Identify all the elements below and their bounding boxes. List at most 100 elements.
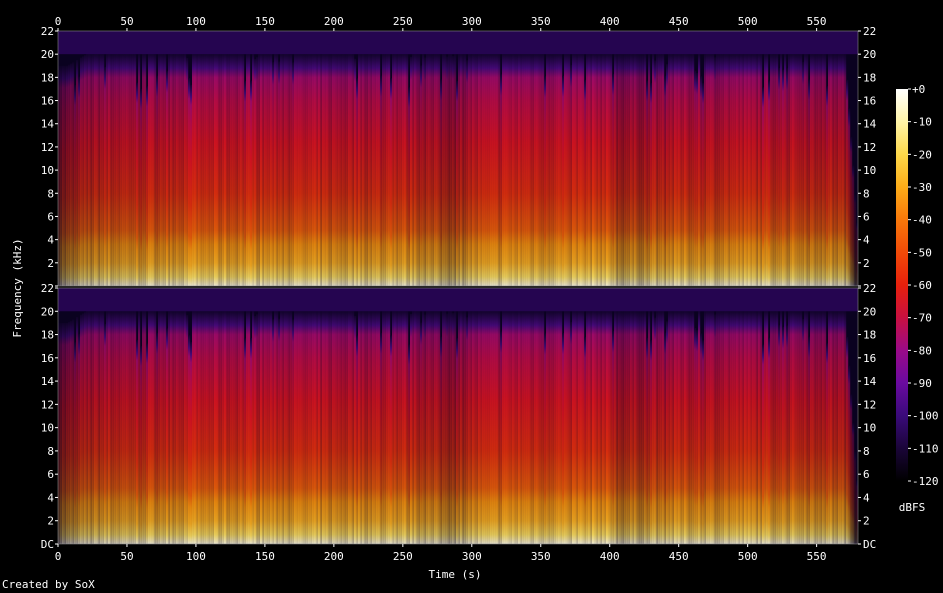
colorbar-label: dBFS [899, 501, 926, 514]
time-slice [316, 54, 319, 286]
time-slice [232, 54, 235, 286]
time-slice [120, 54, 123, 286]
time-slice [646, 80, 649, 286]
time-slice [722, 54, 725, 286]
time-slice [144, 54, 147, 286]
time-slice [702, 340, 705, 544]
time-slice [118, 54, 121, 286]
time-slice [818, 54, 821, 286]
y-tick-label: 22 [41, 282, 54, 295]
time-slice [438, 311, 441, 544]
time-slice [272, 62, 275, 286]
time-slice [382, 54, 385, 286]
time-slice [596, 54, 599, 286]
time-slice [618, 311, 621, 544]
time-slice [704, 54, 707, 286]
time-slice [228, 54, 231, 286]
time-slice [268, 54, 271, 286]
time-slice [134, 54, 137, 286]
time-slice [492, 311, 495, 544]
time-slice [286, 54, 289, 286]
time-slice [390, 335, 393, 544]
time-slice [520, 311, 523, 544]
time-slice [98, 311, 101, 544]
time-slice [252, 311, 255, 544]
time-slice [666, 64, 669, 287]
time-slice [724, 54, 727, 286]
time-slice [634, 311, 637, 544]
time-slice [180, 54, 183, 286]
time-slice [598, 311, 601, 544]
time-slice [356, 78, 359, 287]
x-tick-label: 250 [393, 15, 413, 28]
y-tick-label: 6 [863, 468, 870, 481]
time-slice [316, 311, 319, 544]
time-slice [778, 67, 781, 287]
time-slice [246, 54, 249, 286]
time-slice [658, 54, 661, 286]
time-slice [292, 319, 295, 544]
time-slice [282, 311, 285, 544]
time-slice [532, 311, 535, 544]
time-slice [366, 311, 369, 544]
time-slice [652, 54, 655, 286]
time-slice [418, 311, 421, 544]
time-slice [626, 54, 629, 286]
time-slice [66, 322, 69, 544]
time-slice [368, 311, 371, 544]
time-slice [202, 311, 205, 544]
time-slice [92, 54, 95, 286]
time-slice [486, 54, 489, 286]
time-slice [706, 54, 709, 286]
time-slice [574, 311, 577, 544]
time-slice [578, 54, 581, 286]
x-tick-label: 300 [462, 15, 482, 28]
x-tick-label: 100 [186, 550, 206, 563]
y-tick-label: 14 [863, 118, 877, 131]
time-slice [386, 54, 389, 286]
time-slice [664, 332, 667, 544]
time-slice [500, 74, 503, 286]
x-tick-label: 250 [393, 550, 413, 563]
time-slice [742, 311, 745, 544]
time-slice [504, 311, 507, 544]
time-slice [780, 54, 783, 286]
y-tick-label: 12 [863, 141, 876, 154]
time-slice [714, 57, 717, 287]
time-slice [606, 311, 609, 544]
y-tick-label: 14 [863, 375, 877, 388]
time-slice [460, 311, 463, 544]
time-slice [338, 54, 341, 286]
time-slice [178, 54, 181, 286]
colorbar: +0 -10 -20 -30 -40 -50 -60 -70 -80 -90 -100 -110 -12… [896, 83, 939, 488]
time-slice [476, 54, 479, 286]
time-slice [554, 54, 557, 286]
time-slice [406, 54, 409, 286]
time-slice [430, 54, 433, 286]
time-slice [378, 54, 381, 286]
time-slice [462, 54, 465, 286]
time-slice [66, 65, 69, 286]
time-slice [262, 54, 265, 286]
time-slice [94, 54, 97, 286]
time-slice [230, 311, 233, 544]
y-tick-label: 2 [863, 257, 870, 270]
time-slice [588, 311, 591, 544]
time-slice [740, 54, 743, 286]
y-tick-label: DC [863, 538, 876, 551]
time-slice [834, 311, 837, 544]
time-slice [460, 54, 463, 286]
time-slice [704, 311, 707, 544]
time-slice [270, 54, 273, 286]
time-slice [370, 54, 373, 286]
time-slice [834, 54, 837, 286]
time-slice [162, 311, 165, 544]
time-slice [700, 333, 703, 544]
time-slice [532, 54, 535, 286]
colorbar-tick-label: -70 [912, 312, 932, 325]
time-slice [824, 311, 827, 544]
time-slice [728, 311, 731, 544]
y-tick-label: 18 [863, 329, 876, 342]
time-slice [466, 317, 469, 544]
time-slice [536, 54, 539, 286]
